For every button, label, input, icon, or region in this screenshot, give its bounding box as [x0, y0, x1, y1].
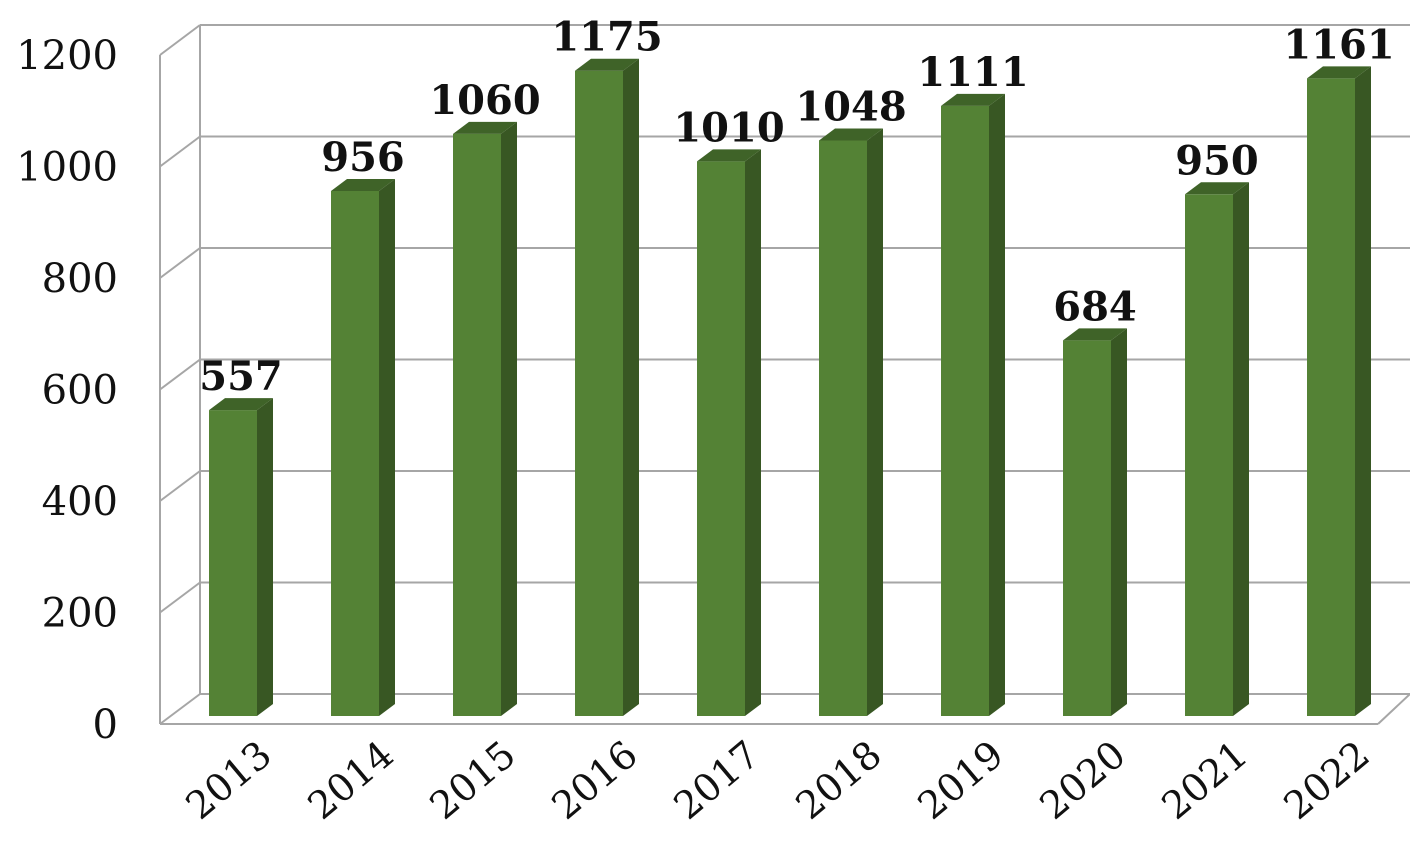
data-label: 1010: [673, 104, 784, 151]
bar-top: [941, 93, 1005, 106]
gridlines: [159, 24, 1410, 725]
bar-side: [501, 121, 517, 717]
bar-top: [819, 128, 883, 141]
x-tick-label: 2017: [665, 732, 767, 828]
data-label: 956: [321, 134, 405, 181]
x-tick-label: 2014: [299, 732, 401, 828]
gridline-side: [159, 24, 201, 56]
bar-side: [1111, 328, 1127, 716]
x-tick-label: 2019: [909, 732, 1011, 828]
y-tick-label: 1200: [16, 33, 118, 79]
bar-front: [453, 133, 501, 717]
bar: [331, 178, 395, 716]
bar-front: [1185, 194, 1233, 716]
bar-side: [989, 93, 1005, 716]
bar-side: [1233, 182, 1249, 716]
bar: [1185, 182, 1249, 716]
data-label: 1111: [917, 49, 1028, 96]
bars: [209, 58, 1371, 717]
y-tick-label: 800: [42, 256, 118, 302]
bar-top: [331, 178, 395, 191]
x-tick-label: 2016: [543, 732, 645, 828]
bar-side: [379, 178, 395, 716]
bar-top: [209, 398, 273, 411]
x-tick-label: 2022: [1275, 732, 1377, 828]
bar: [1063, 328, 1127, 716]
bar-top: [1307, 66, 1371, 79]
x-tick-label: 2015: [421, 732, 523, 828]
gridline-side: [159, 247, 201, 279]
y-tick-label: 600: [42, 368, 118, 414]
bar-side: [867, 128, 883, 716]
y-tick-label: 400: [42, 479, 118, 525]
data-label: 1175: [551, 14, 662, 61]
bar: [453, 121, 517, 717]
bar-side: [257, 398, 273, 716]
bar-top: [1063, 328, 1127, 341]
y-tick-label: 200: [42, 591, 118, 637]
bar: [697, 149, 761, 716]
bar-top: [453, 121, 517, 134]
bar-side: [1355, 66, 1371, 717]
bar-front: [1307, 78, 1355, 717]
bar-top: [575, 58, 639, 71]
bar-front: [697, 161, 745, 716]
bar-front: [209, 410, 257, 716]
x-tick-label: 2013: [177, 732, 279, 828]
bar-side: [623, 58, 639, 716]
gridline-side: [159, 135, 201, 168]
x-axis-ticks: 2013 2014 2015 2016 2017 2018 2019 2020 2021 2022: [177, 732, 1377, 828]
bar-front: [941, 105, 989, 716]
data-label: 684: [1053, 283, 1137, 330]
gridline-side: [159, 358, 201, 391]
x-tick-label: 2020: [1031, 732, 1133, 828]
data-label: 1161: [1283, 21, 1394, 68]
gridline-side: [159, 581, 201, 614]
y-axis-ticks: 0 200 400 600 800 1000 1200: [16, 33, 118, 748]
gridline-side: [159, 470, 201, 502]
gridline-side: [159, 693, 201, 725]
y-tick-label: 0: [93, 702, 118, 748]
x-tick-label: 2018: [787, 732, 889, 828]
bar: [941, 93, 1005, 716]
bar-top: [697, 149, 761, 162]
bar-front: [331, 190, 379, 716]
bar: [209, 398, 273, 716]
bar: [1307, 66, 1371, 717]
bar-top: [1185, 182, 1249, 195]
bar: [819, 128, 883, 716]
data-label: 950: [1175, 137, 1259, 184]
data-label: 557: [199, 353, 283, 400]
x-tick-label: 2021: [1153, 732, 1255, 828]
bar-front: [575, 70, 623, 716]
data-label: 1048: [795, 83, 906, 130]
bar-side: [745, 149, 761, 716]
bar-front: [1063, 340, 1111, 716]
floor-right-edge: [1377, 693, 1410, 725]
bar: [575, 58, 639, 716]
y-tick-label: 1000: [16, 145, 118, 191]
bar-front: [819, 140, 867, 716]
data-label: 1060: [429, 77, 540, 124]
